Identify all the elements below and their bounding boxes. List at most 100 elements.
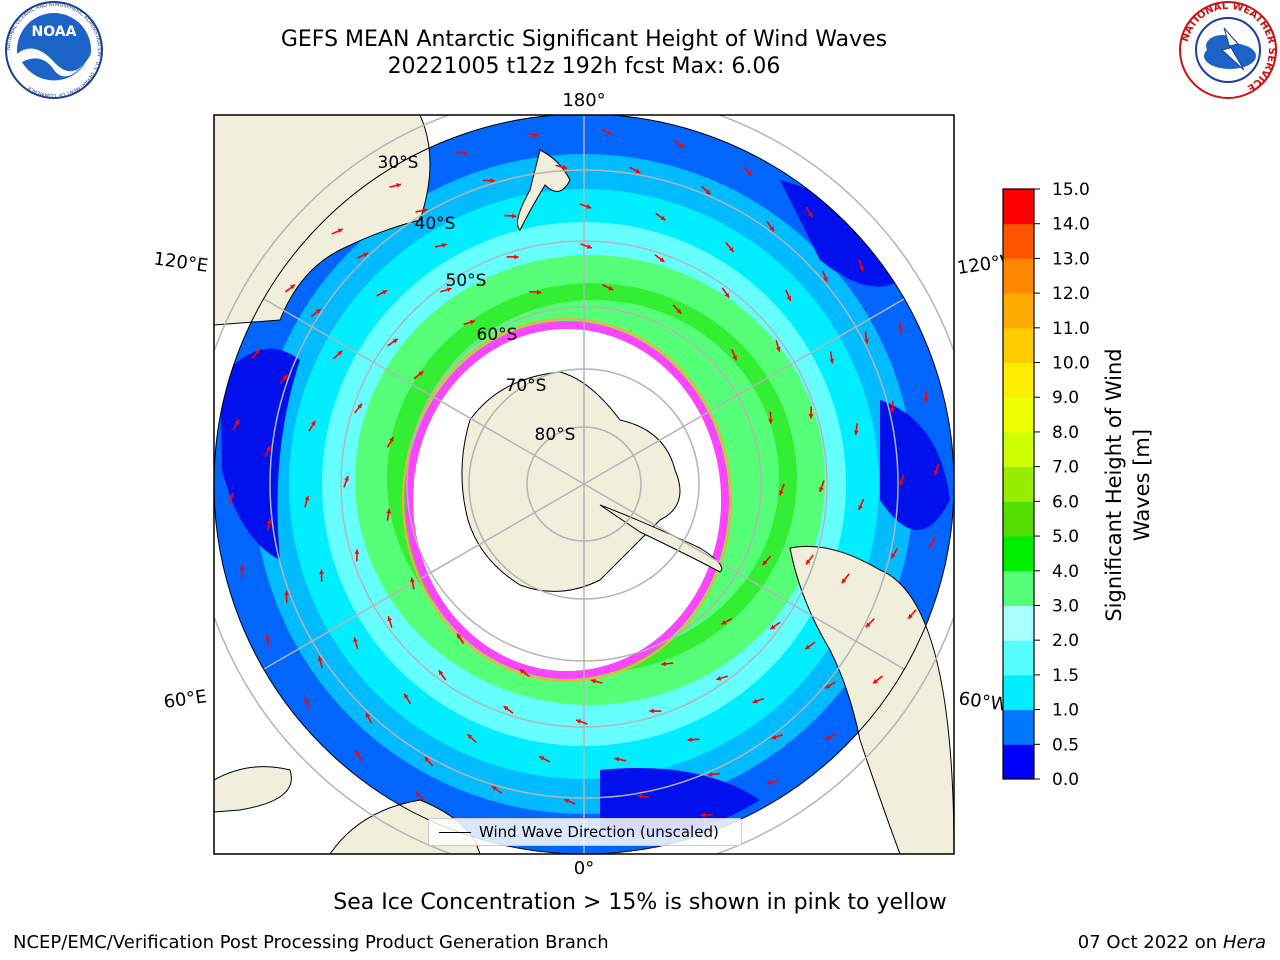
wave-arrow-head	[424, 756, 430, 762]
wave-arrow-head	[808, 414, 814, 419]
wave-arrow-head	[676, 308, 682, 314]
wave-arrow-head	[908, 613, 913, 619]
wave-arrow-head	[608, 285, 614, 291]
colorbar-tick-label: 2.0	[1052, 631, 1079, 651]
wave-arrow-head	[659, 257, 665, 262]
wave-arrow-head	[687, 737, 692, 743]
colorbar-swatch	[1003, 223, 1034, 259]
wave-arrow-head	[586, 204, 592, 209]
wave-arrow-head	[586, 244, 592, 249]
wave-arrow-head	[284, 590, 289, 596]
noaa-logo: NOAA NATIONAL OCEANIC AND ATMOSPHERIC AD…	[5, 1, 103, 99]
wave-arrow-head	[752, 698, 758, 704]
lon-label-60e: 60°E	[162, 686, 208, 713]
colorbar-swatch	[1003, 605, 1034, 641]
wave-arrow-head	[829, 358, 835, 364]
chart-subtitle: 20221005 t12z 192h fcst Max: 6.06	[387, 54, 781, 79]
nws-logo: NATIONAL WEATHER SERVICE	[1179, 1, 1277, 99]
wave-arrow-head	[732, 355, 737, 361]
wave-arrow-head	[255, 349, 260, 355]
lat-label-50s: 50°S	[446, 271, 487, 291]
wave-arrow-head	[825, 683, 831, 689]
south-america-landmass	[789, 545, 954, 854]
wave-arrow-head	[933, 470, 939, 476]
colorbar-tick-label: 11.0	[1052, 319, 1090, 339]
wave-arrow-head	[514, 254, 519, 260]
lat-label-70s: 70°S	[506, 376, 547, 396]
latitude-labels: 30°S 40°S 50°S 60°S 70°S 80°S	[378, 153, 576, 445]
wave-arrow-head	[310, 420, 316, 426]
lat-label-60s: 60°S	[477, 325, 518, 345]
colorbar-tick-label: 0.0	[1052, 770, 1079, 790]
footer-date-text: 07 Oct 2022 on	[1077, 932, 1218, 953]
lon-label-0: 0°	[574, 858, 594, 879]
wave-arrow-head	[872, 678, 878, 684]
colorbar-swatch	[1003, 674, 1034, 711]
wave-arrow-head	[786, 295, 792, 301]
colorbar-tick-label: 4.0	[1052, 562, 1079, 582]
wave-arrow-head	[337, 350, 343, 356]
wave-arrow-head	[337, 228, 343, 233]
wave-arrow-head	[319, 569, 324, 575]
wave-arrow-head	[728, 247, 734, 252]
wave-arrow-head	[769, 226, 774, 232]
wave-arrow-head	[415, 792, 421, 798]
colorbar-swatch	[1003, 189, 1034, 225]
wave-arrow-head	[365, 712, 371, 718]
wave-arrow-head	[441, 242, 447, 248]
wave-arrow-head	[889, 408, 895, 413]
wave-arrow-head	[503, 706, 509, 711]
wave-arrow-head	[491, 786, 497, 791]
colorbar-tick-label: 13.0	[1052, 249, 1090, 269]
sea-ice-edge	[405, 321, 729, 679]
colorbar-swatch	[1003, 466, 1034, 502]
footer-credit: NCEP/EMC/Verification Post Processing Pr…	[13, 932, 609, 953]
wave-arrow-head	[660, 215, 666, 221]
antarctica-landmass	[461, 371, 681, 592]
wave-arrow-head	[805, 644, 811, 650]
colorbar-frame	[1002, 188, 1035, 780]
wave-arrow-head	[661, 661, 666, 667]
wave-arrow-head	[649, 708, 654, 714]
wave-arrow-head	[564, 798, 570, 804]
footer-host: Hera	[1222, 932, 1266, 953]
colorbar-swatch	[1003, 362, 1034, 398]
australia-landmass	[214, 115, 431, 326]
wave-arrow-head	[700, 812, 706, 818]
wave-arrow-head	[858, 505, 863, 511]
wave-arrow-head	[519, 669, 525, 674]
wave-arrow-head	[315, 309, 321, 314]
wave-arrow-head	[266, 445, 271, 451]
wave-arrow-head	[823, 277, 828, 282]
wave-arrow-head	[898, 328, 903, 334]
wave-arrow-head	[282, 374, 288, 380]
wave-arrow-head	[265, 634, 270, 640]
wave-arrow-head	[891, 553, 896, 559]
wave-arrow-head	[410, 577, 415, 583]
colorbar-tick-label: 5.0	[1052, 527, 1079, 547]
wave-arrow-head	[266, 519, 272, 524]
wave-arrow-head	[456, 633, 462, 639]
colorbar-tick-label: 6.0	[1052, 492, 1079, 512]
wave-arrow-head	[707, 772, 713, 777]
lat-label-30s: 30°S	[378, 153, 419, 173]
colorbar-title: Significant Height of Wind Waves [m]	[1102, 348, 1154, 622]
colorbar-swatch	[1003, 397, 1034, 433]
colorbar: 0.0 0.5 1.0 1.5 2.0 3.0 4.0 5.0 6.0 7.0 8.0 9.0 10.0…	[1002, 180, 1090, 790]
wave-arrow-head	[923, 398, 929, 403]
wave-arrow-head	[771, 734, 777, 740]
wave-arrow-head	[747, 170, 753, 176]
wave-arrow-head	[387, 616, 392, 622]
wave-arrow-head	[304, 495, 310, 501]
colorbar-swatch	[1003, 640, 1034, 676]
wave-arrow-head	[859, 265, 864, 271]
colorbar-swatch	[1003, 744, 1034, 780]
colorbar-tick-label: 0.5	[1052, 735, 1079, 755]
wave-arrow-head	[304, 697, 309, 703]
map-frame	[213, 114, 955, 855]
wave-arrow-head	[762, 560, 768, 566]
wave-arrow-head	[229, 492, 235, 498]
colorbar-swatch	[1003, 431, 1034, 468]
colorbar-tick-label: 15.0	[1052, 180, 1090, 200]
